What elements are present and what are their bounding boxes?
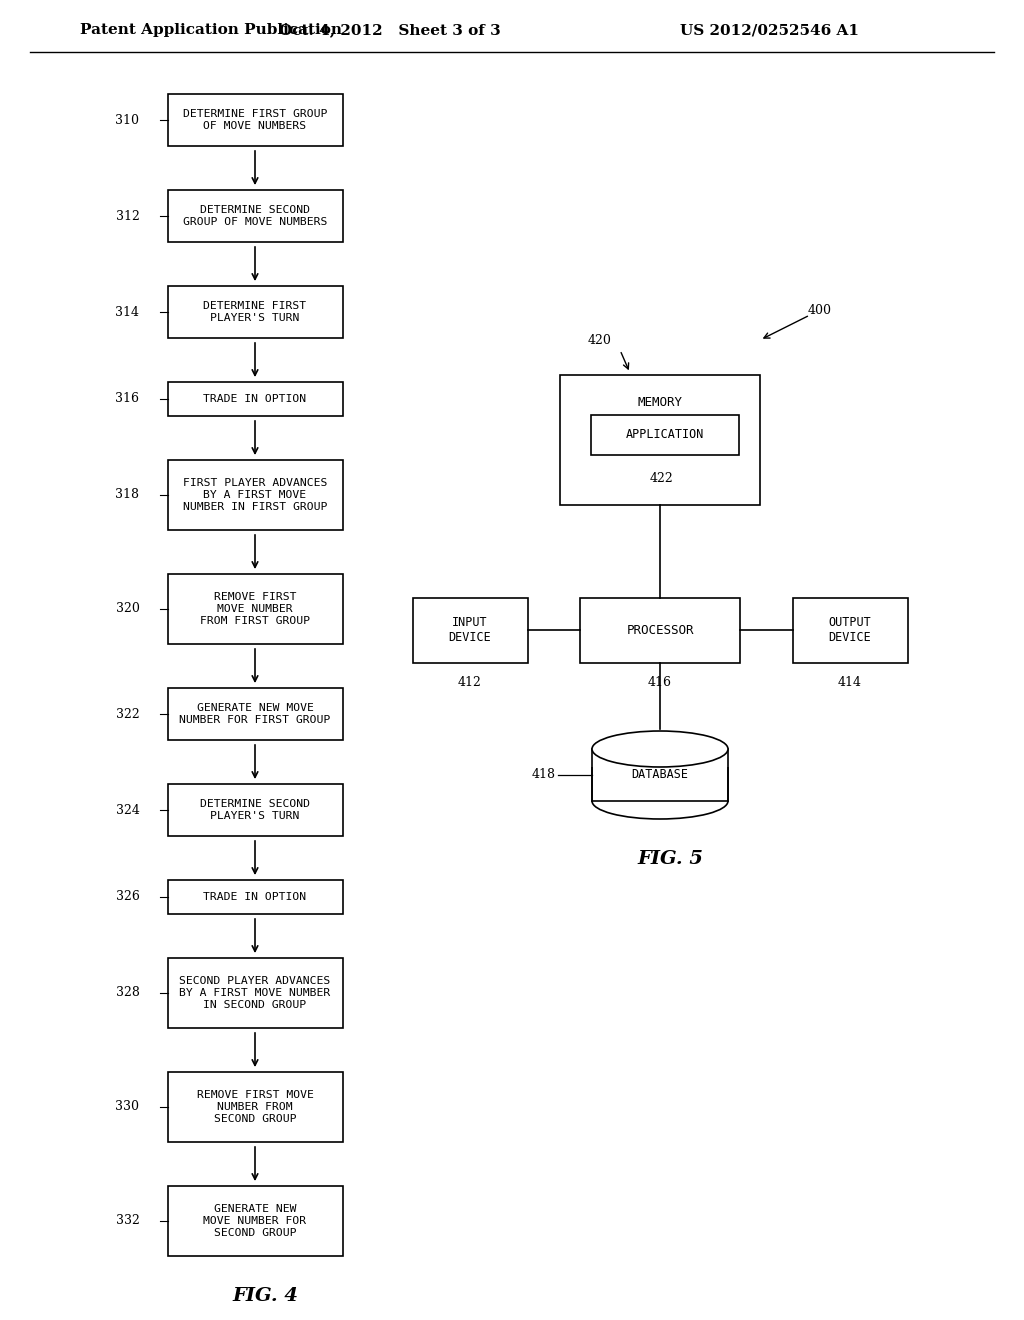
Text: FIRST PLAYER ADVANCES
BY A FIRST MOVE
NUMBER IN FIRST GROUP: FIRST PLAYER ADVANCES BY A FIRST MOVE NU… [183,478,328,512]
Bar [168,1185,342,1257]
Text: 422: 422 [650,471,674,484]
Text: 332: 332 [116,1214,139,1228]
Text: 320: 320 [116,602,139,615]
Bar [168,286,342,338]
Text: 318: 318 [116,488,139,502]
Text: 324: 324 [116,804,139,817]
Bar [413,598,527,663]
Text: INPUT
DEVICE: INPUT DEVICE [449,615,492,644]
Bar [168,459,342,531]
Text: 416: 416 [648,676,672,689]
Text: FIG. 4: FIG. 4 [232,1287,298,1305]
Text: 414: 414 [838,676,862,689]
Text: 400: 400 [808,304,831,317]
Bar [591,731,729,767]
Text: 326: 326 [116,891,139,903]
Text: 310: 310 [116,114,139,127]
Bar [168,574,342,644]
Text: DETERMINE FIRST
PLAYER'S TURN: DETERMINE FIRST PLAYER'S TURN [204,301,306,323]
Text: TRADE IN OPTION: TRADE IN OPTION [204,393,306,404]
Text: DETERMINE FIRST GROUP
OF MOVE NUMBERS: DETERMINE FIRST GROUP OF MOVE NUMBERS [183,110,328,131]
Text: 312: 312 [116,210,139,223]
Bar [168,784,342,836]
Text: OUTPUT
DEVICE: OUTPUT DEVICE [828,615,871,644]
Bar [591,414,739,455]
Text: 322: 322 [116,708,139,721]
Text: DATABASE: DATABASE [632,768,688,781]
Bar [168,1072,342,1142]
Text: DETERMINE SECOND
PLAYER'S TURN: DETERMINE SECOND PLAYER'S TURN [200,799,310,821]
Bar [560,375,760,506]
Text: Patent Application Publication: Patent Application Publication [80,22,342,37]
Text: GENERATE NEW MOVE
NUMBER FOR FIRST GROUP: GENERATE NEW MOVE NUMBER FOR FIRST GROUP [179,704,331,725]
Text: Oct. 4, 2012   Sheet 3 of 3: Oct. 4, 2012 Sheet 3 of 3 [280,22,501,37]
Bar [168,688,342,741]
Text: FIG. 5: FIG. 5 [637,850,703,869]
Text: 314: 314 [116,305,139,318]
Text: MEMORY: MEMORY [638,396,683,408]
Bar [592,748,728,801]
Text: PROCESSOR: PROCESSOR [627,623,693,636]
Text: 418: 418 [532,768,556,781]
Text: US 2012/0252546 A1: US 2012/0252546 A1 [681,22,859,37]
Text: REMOVE FIRST
MOVE NUMBER
FROM FIRST GROUP: REMOVE FIRST MOVE NUMBER FROM FIRST GROU… [200,591,310,626]
Bar [168,880,342,913]
Bar [168,381,342,416]
Bar [580,598,740,663]
Text: 328: 328 [116,986,139,999]
Text: 316: 316 [116,392,139,405]
Bar [168,958,342,1028]
Text: 420: 420 [588,334,612,346]
Bar [168,190,342,242]
Text: 330: 330 [116,1101,139,1114]
Text: SECOND PLAYER ADVANCES
BY A FIRST MOVE NUMBER
IN SECOND GROUP: SECOND PLAYER ADVANCES BY A FIRST MOVE N… [179,975,331,1010]
Bar [793,598,907,663]
Text: 412: 412 [458,676,482,689]
Text: APPLICATION: APPLICATION [626,429,705,441]
Text: REMOVE FIRST MOVE
NUMBER FROM
SECOND GROUP: REMOVE FIRST MOVE NUMBER FROM SECOND GRO… [197,1090,313,1125]
Text: GENERATE NEW
MOVE NUMBER FOR
SECOND GROUP: GENERATE NEW MOVE NUMBER FOR SECOND GROU… [204,1204,306,1238]
Ellipse shape [592,731,728,767]
Bar [168,94,342,147]
Text: TRADE IN OPTION: TRADE IN OPTION [204,892,306,902]
Text: DETERMINE SECOND
GROUP OF MOVE NUMBERS: DETERMINE SECOND GROUP OF MOVE NUMBERS [183,205,328,227]
